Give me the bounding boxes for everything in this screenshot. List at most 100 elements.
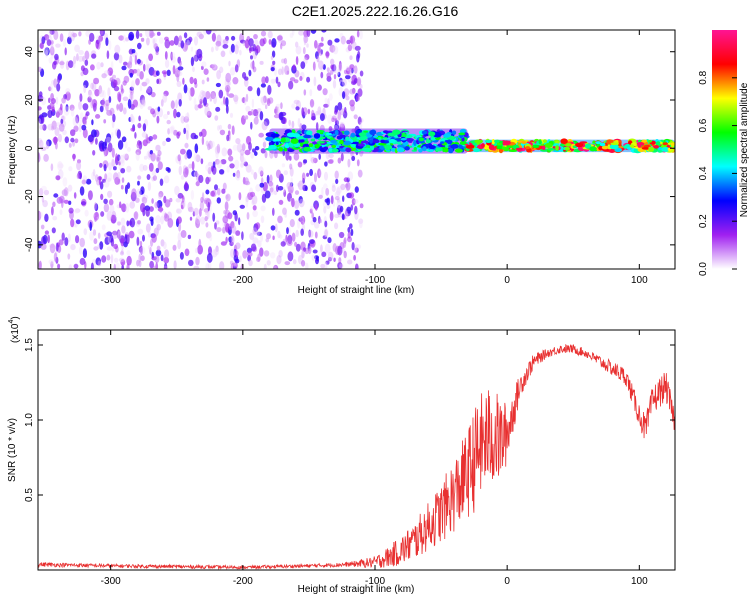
heatmap-cell <box>337 262 343 269</box>
heatmap-cell <box>318 153 322 160</box>
heatmap-cell <box>79 257 86 266</box>
heatmap-cell <box>107 67 114 76</box>
heatmap-cell <box>269 187 274 193</box>
heatmap-cell <box>127 98 132 109</box>
heatmap-cell <box>108 40 112 51</box>
heatmap-cell <box>342 110 348 119</box>
heatmap-cell <box>235 230 241 236</box>
heatmap-cell <box>301 172 306 181</box>
heatmap-cell <box>347 158 351 168</box>
heatmap-cell <box>280 102 283 110</box>
heatmap-cell <box>207 201 211 212</box>
heatmap-cell <box>78 31 82 37</box>
heatmap-cell <box>79 124 82 133</box>
heatmap-cell <box>249 232 255 240</box>
heatmap-cell <box>334 222 339 230</box>
heatmap-cell <box>127 147 131 152</box>
heatmap-cell <box>122 80 127 86</box>
heatmap-cell <box>79 186 85 196</box>
heatmap-cell <box>185 112 190 120</box>
heatmap-cell <box>61 232 65 241</box>
heatmap-cell <box>58 239 64 246</box>
heatmap-cell <box>77 159 81 164</box>
heatmap-cell <box>267 84 272 95</box>
heatmap-cell <box>219 169 225 175</box>
heatmap-cell <box>316 55 320 63</box>
heatmap-cell <box>65 104 69 112</box>
heatmap-cell <box>187 234 192 240</box>
heatmap-cell <box>272 207 275 216</box>
heatmap-cell <box>260 215 265 224</box>
heatmap-cell <box>260 96 266 104</box>
heatmap-cell <box>648 146 655 152</box>
heatmap-cell <box>148 162 154 172</box>
heatmap-cell <box>158 190 164 198</box>
heatmap-cell <box>129 72 133 78</box>
heatmap-cell <box>260 233 264 242</box>
heatmap-cell <box>287 184 294 194</box>
heatmap-cell <box>182 77 185 85</box>
heatmap-cell <box>532 144 540 149</box>
heatmap-cell <box>103 148 107 157</box>
heatmap-cell <box>149 32 156 37</box>
heatmap-cell <box>121 225 126 234</box>
heatmap-cell <box>344 210 349 220</box>
heatmap-cell <box>139 190 144 195</box>
heatmap-cell <box>294 209 300 216</box>
heatmap-cell <box>118 165 122 170</box>
heatmap-cell <box>92 229 97 236</box>
heatmap-cell <box>187 206 194 213</box>
heatmap-cell <box>289 163 293 170</box>
heatmap-cell <box>100 30 104 35</box>
heatmap-cell <box>196 48 203 59</box>
heatmap-cell <box>121 249 124 255</box>
heatmap-cell <box>314 172 317 183</box>
heatmap-cell <box>205 91 211 100</box>
heatmap-cell <box>201 61 207 68</box>
heatmap-cell <box>345 181 351 191</box>
heatmap-cell <box>156 223 161 231</box>
heatmap-cell <box>163 256 170 264</box>
heatmap-cell <box>155 154 161 163</box>
heatmap-cell <box>131 188 137 198</box>
heatmap-cell <box>113 243 118 250</box>
heatmap-cell <box>378 142 387 146</box>
heatmap-cell <box>331 183 335 188</box>
heatmap-cell <box>234 96 239 105</box>
heatmap-cell <box>329 93 333 101</box>
heatmap-cell <box>198 238 202 249</box>
heatmap-cell <box>117 230 122 240</box>
heatmap-cell <box>216 143 221 154</box>
heatmap-cell <box>173 260 177 269</box>
heatmap-cell <box>162 241 167 250</box>
heatmap-cell <box>140 245 143 255</box>
heatmap-cell <box>273 114 280 119</box>
heatmap-cell <box>392 129 401 135</box>
heatmap-cell <box>148 53 154 62</box>
heatmap-cell <box>354 205 358 215</box>
heatmap-cell <box>303 247 306 252</box>
heatmap-cell <box>273 265 277 269</box>
heatmap-cell <box>142 164 148 171</box>
heatmap-cell <box>540 148 550 152</box>
heatmap-cell <box>134 54 138 65</box>
heatmap-cell <box>50 163 54 171</box>
heatmap-cell <box>68 166 73 172</box>
heatmap-cell <box>107 236 111 244</box>
heatmap-cell <box>254 146 260 151</box>
heatmap-cell <box>94 203 99 212</box>
heatmap-cell <box>91 53 97 59</box>
heatmap-cell <box>171 52 176 60</box>
heatmap-cell <box>85 111 90 117</box>
heatmap-cell <box>119 154 125 164</box>
heatmap-cell <box>193 78 198 85</box>
heatmap-cell <box>164 59 170 68</box>
heatmap-cell <box>186 130 189 141</box>
heatmap-cell <box>112 79 118 88</box>
heatmap-cell <box>283 57 288 65</box>
heatmap-cell <box>247 86 253 92</box>
heatmap-cell <box>248 38 254 47</box>
heatmap-cell <box>163 113 169 120</box>
heatmap-cell <box>155 51 159 56</box>
heatmap-cell <box>284 261 291 266</box>
